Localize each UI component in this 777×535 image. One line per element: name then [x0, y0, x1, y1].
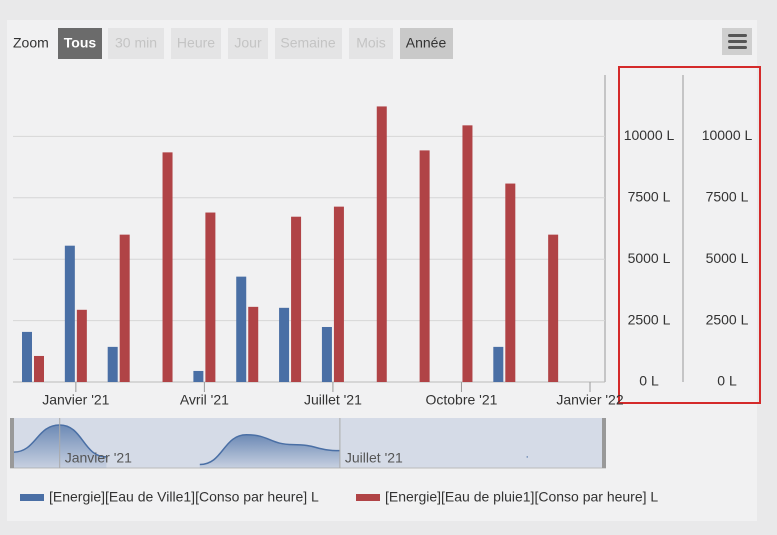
- legend-swatch: [20, 494, 44, 501]
- menu-bar[interactable]: [728, 34, 747, 37]
- zoom-button[interactable]: [400, 28, 453, 59]
- legend-label: [Energie][Eau de pluie1][Conso par heure…: [385, 489, 658, 505]
- navigator-handle: [602, 418, 606, 468]
- x-tick-label: Octobre '21: [425, 392, 497, 408]
- zoom-button-label: Semaine: [280, 35, 335, 51]
- zoom-button: [275, 28, 342, 59]
- y2-tick-label: 5000 L: [706, 250, 749, 266]
- bar: [162, 152, 173, 382]
- bar: [333, 206, 344, 382]
- y2-tick-label: 0 L: [717, 373, 737, 389]
- y-tick-label: 2500 L: [628, 311, 671, 327]
- x-tick-label: Janvier '22: [556, 392, 623, 408]
- menu-bar[interactable]: [728, 46, 747, 49]
- bar: [64, 245, 75, 382]
- x-tick-label: Janvier '21: [42, 392, 109, 408]
- zoom-button-label[interactable]: Année: [406, 35, 447, 51]
- zoom-button[interactable]: [58, 28, 102, 59]
- menu-bar[interactable]: [728, 40, 747, 43]
- legend-label: [Energie][Eau de Ville1][Conso par heure…: [49, 489, 319, 505]
- bar: [505, 183, 516, 382]
- bar: [119, 234, 130, 382]
- y-tick-label: 7500 L: [628, 189, 671, 205]
- highlight-box: [618, 66, 761, 404]
- y-tick-label: 5000 L: [628, 250, 671, 266]
- y2-tick-label: 2500 L: [706, 311, 749, 327]
- bar: [493, 346, 504, 382]
- navigator-tick-label: Juillet '21: [345, 450, 403, 466]
- bar: [419, 150, 430, 382]
- bar: [462, 125, 473, 383]
- bar: [548, 234, 559, 382]
- zoom-button-label: Heure: [177, 35, 215, 51]
- navigator-tick-label: Janvier '21: [65, 450, 132, 466]
- zoom-button: [171, 28, 221, 59]
- navigator-area: [199, 434, 340, 468]
- bar: [279, 307, 290, 382]
- bar: [236, 276, 247, 382]
- bar: [76, 309, 87, 382]
- y2-tick-label: 10000 L: [702, 127, 753, 143]
- bar: [321, 326, 332, 382]
- bar: [193, 370, 204, 382]
- zoom-button: [108, 28, 164, 59]
- y-tick-label: 10000 L: [624, 127, 675, 143]
- zoom-button-label: Mois: [356, 35, 386, 51]
- menu-button[interactable]: [722, 28, 752, 55]
- x-tick-label: Avril '21: [180, 392, 229, 408]
- y2-tick-label: 7500 L: [706, 189, 749, 205]
- zoom-button-label[interactable]: Tous: [64, 35, 97, 51]
- zoom-button-label: Jour: [234, 35, 262, 51]
- legend-swatch: [356, 494, 380, 501]
- bar: [107, 346, 118, 382]
- bar: [291, 216, 302, 382]
- bar: [22, 331, 32, 382]
- navigator-line: [199, 434, 340, 466]
- bar: [205, 212, 216, 382]
- bar: [34, 355, 44, 382]
- bar: [376, 106, 387, 382]
- navigator-handle: [10, 418, 14, 468]
- bar: [248, 306, 259, 382]
- zoom-button-label: 30 min: [115, 35, 157, 51]
- x-tick-label: Juillet '21: [304, 392, 362, 408]
- zoom-button: [228, 28, 268, 59]
- zoom-button: [349, 28, 393, 59]
- y-tick-label: 0 L: [639, 373, 659, 389]
- zoom-label: Zoom: [13, 35, 49, 51]
